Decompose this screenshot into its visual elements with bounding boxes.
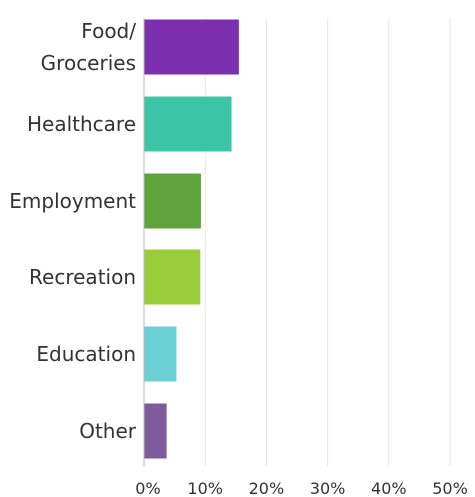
category-label: Recreation	[29, 265, 136, 289]
bar	[144, 96, 232, 152]
x-tick-label: 40%	[371, 479, 407, 497]
category-label: Healthcare	[27, 112, 136, 136]
grid-lines	[143, 18, 451, 466]
category-labels: Food/Groceries Healthcare Employment Recrea…	[9, 19, 137, 443]
x-tick-label: 20%	[249, 479, 285, 497]
category-label: Other	[79, 419, 137, 443]
category-label: Education	[36, 342, 136, 366]
x-axis-tick-labels: 0% 10% 20% 30% 40% 50%	[135, 479, 467, 497]
bar	[144, 403, 167, 459]
category-label: Food/Groceries	[41, 19, 137, 75]
x-tick-label: 10%	[187, 479, 223, 497]
x-tick-label: 30%	[310, 479, 346, 497]
bar	[144, 19, 239, 75]
category-label: Employment	[9, 189, 136, 213]
x-tick-label: 0%	[135, 479, 160, 497]
x-tick-label: 50%	[432, 479, 468, 497]
bar	[144, 173, 201, 229]
bar	[144, 249, 201, 305]
bars	[144, 19, 239, 459]
bar	[144, 326, 177, 382]
